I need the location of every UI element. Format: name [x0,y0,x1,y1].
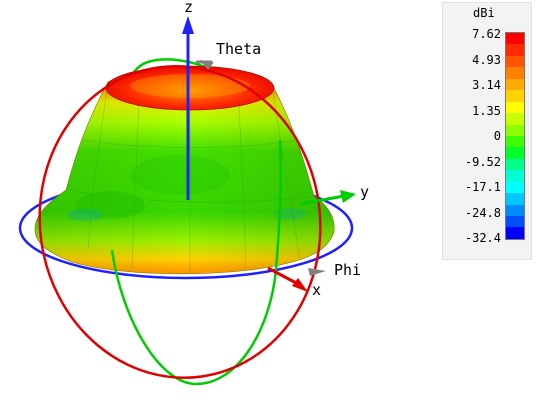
x-axis [267,266,299,286]
pattern-3d-viewport[interactable]: z Theta y Phi x [0,0,440,401]
radiation-pattern-body [34,65,335,275]
legend-color-segment [506,135,524,148]
legend-color-segment [506,124,524,136]
legend-tick-label: 7.62 [472,27,501,41]
legend-tick-label: -32.4 [464,231,501,245]
radiation-pattern-svg: z Theta y Phi x [18,0,369,386]
legend-color-segment [506,147,524,159]
phi-ring-front [18,227,354,280]
y-arrowhead [340,190,356,203]
legend-color-segment [506,67,524,79]
theta-ring [38,65,322,379]
x-arrowhead [292,278,308,292]
legend-tick-label: 4.93 [472,52,501,67]
legend-color-segment [506,193,524,205]
legend-tick-label: -24.8 [464,205,501,220]
legend-tick-label: 3.14 [472,78,501,92]
legend-color-segment [506,204,524,216]
legend-unit-label: dBi [473,6,495,20]
legend-color-segment [506,90,524,102]
y-axis-label: y [360,183,369,201]
legend-color-segment [506,55,524,68]
legend-color-segment [506,78,524,91]
legend-color-segment [506,227,524,239]
legend-color-segment [506,170,524,182]
green-ring-front [110,139,283,386]
color-scale-legend: dBi 7.62 4.93 3.14 1.35 0 -9.52 -17.1 -24.8 -32.… [442,2,532,260]
legend-color-segment [506,181,524,194]
phi-marker-icon [308,268,326,276]
legend-color-segment [506,158,524,171]
x-axis-label: x [312,281,321,299]
z-arrowhead [182,16,194,34]
legend-tick-label: -9.52 [464,154,501,169]
legend-color-segment [506,113,524,125]
legend-color-segment [506,101,524,114]
legend-color-segment [506,33,524,45]
legend-tick-label: 0 [493,129,501,143]
legend-color-segment [506,44,524,56]
z-axis-label: z [184,0,193,16]
legend-tick-label: -17.1 [464,180,501,194]
legend-tick-label: 1.35 [472,103,501,118]
y-axis [299,194,345,206]
color-scale-bar [505,32,525,240]
theta-label: Theta [216,40,261,58]
phi-label: Phi [334,261,361,279]
legend-color-segment [506,216,524,228]
